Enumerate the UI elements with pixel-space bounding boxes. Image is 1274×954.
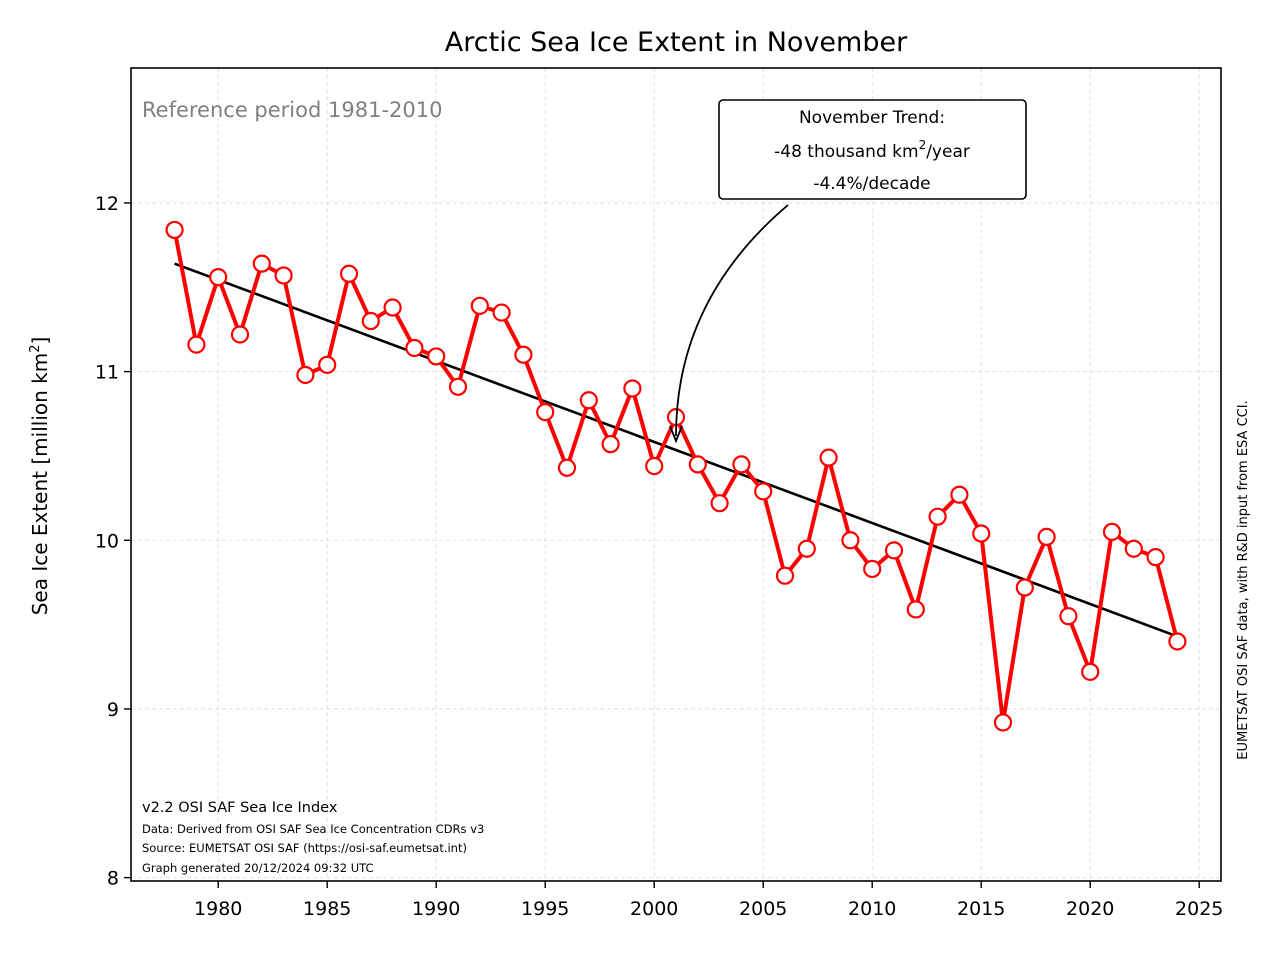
data-point bbox=[448, 377, 468, 396]
y-axis-label-end: ] bbox=[28, 337, 52, 345]
footnote: v2.2 OSI SAF Sea Ice Index Data: Derived… bbox=[142, 800, 484, 875]
data-point bbox=[536, 402, 555, 422]
data-point bbox=[754, 482, 773, 501]
y-tick-label: 9 bbox=[107, 699, 119, 721]
x-axis: 1980 1985 1990 1995 2000 2005 2010 2015 2020 2025 bbox=[194, 881, 1223, 920]
data-point bbox=[1015, 578, 1034, 597]
trend-annotation-line2-sup: 2 bbox=[919, 138, 927, 152]
reference-period-label: Reference period 1981-2010 bbox=[142, 98, 442, 122]
data-point bbox=[361, 311, 380, 331]
data-point bbox=[339, 264, 359, 283]
data-point bbox=[950, 485, 969, 504]
data-point bbox=[230, 325, 250, 344]
data-point bbox=[710, 494, 729, 513]
y-axis: 8 9 10 11 12 bbox=[95, 193, 131, 890]
trend-line-group bbox=[174, 262, 1178, 638]
data-point bbox=[1037, 527, 1056, 547]
data-point bbox=[645, 456, 664, 476]
data-point bbox=[884, 541, 904, 560]
x-tick-label: 1985 bbox=[303, 898, 351, 920]
x-tick-label: 2010 bbox=[848, 898, 896, 920]
data-point bbox=[252, 254, 271, 273]
data-point bbox=[1124, 539, 1143, 558]
chart-title: Arctic Sea Ice Extent in November bbox=[445, 27, 908, 58]
data-point bbox=[732, 455, 751, 474]
data-point bbox=[906, 600, 925, 619]
x-tick-label: 1995 bbox=[521, 898, 569, 920]
data-point bbox=[1146, 548, 1165, 567]
data-point bbox=[623, 379, 642, 398]
trend-annotation-line2-pre: -48 thousand km bbox=[774, 142, 918, 162]
y-axis-label-superscript: 2 bbox=[28, 345, 43, 353]
data-point bbox=[318, 355, 337, 374]
trend-annotation-arrowhead bbox=[669, 425, 683, 444]
trend-annotation-line2-post: /year bbox=[926, 142, 970, 162]
x-tick-label: 2025 bbox=[1175, 898, 1223, 920]
data-point bbox=[928, 507, 947, 526]
y-tick-label: 10 bbox=[95, 530, 119, 552]
data-point bbox=[1081, 662, 1100, 681]
data-point bbox=[841, 531, 860, 550]
data-point bbox=[427, 347, 446, 366]
data-point bbox=[1168, 632, 1187, 651]
data-point bbox=[819, 448, 838, 467]
data-point bbox=[383, 298, 402, 317]
x-tick-label: 1990 bbox=[412, 898, 460, 920]
y-tick-label: 8 bbox=[107, 868, 119, 890]
data-point bbox=[579, 391, 598, 410]
data-point bbox=[187, 335, 206, 354]
data-point bbox=[405, 338, 424, 358]
data-point bbox=[863, 559, 882, 579]
trend-annotation-arrow bbox=[675, 204, 789, 437]
footnote-generated: Graph generated 20/12/2024 09:32 UTC bbox=[142, 861, 374, 875]
data-point bbox=[557, 458, 577, 477]
data-point bbox=[209, 268, 228, 287]
data-point bbox=[470, 296, 489, 315]
footnote-data: Data: Derived from OSI SAF Sea Ice Conce… bbox=[142, 822, 484, 836]
x-tick-label: 2005 bbox=[739, 898, 787, 920]
trend-annotation-line1: November Trend: bbox=[799, 108, 945, 128]
footnote-source: Source: EUMETSAT OSI SAF (https://osi-sa… bbox=[142, 841, 467, 855]
data-point bbox=[274, 266, 293, 285]
y-axis-label: Sea Ice Extent [million km2] bbox=[28, 337, 52, 616]
data-point bbox=[296, 365, 315, 385]
data-point bbox=[972, 524, 991, 543]
x-tick-label: 2000 bbox=[630, 898, 678, 920]
data-point bbox=[1059, 607, 1078, 626]
y-axis-label-base: Sea Ice Extent [million km bbox=[28, 353, 52, 616]
data-point bbox=[492, 303, 511, 322]
side-attribution: EUMETSAT OSI SAF data, with R&D input fr… bbox=[1236, 400, 1251, 759]
trend-annotation-line3: -4.4%/decade bbox=[813, 174, 930, 194]
footnote-title: v2.2 OSI SAF Sea Ice Index bbox=[142, 800, 338, 816]
data-point bbox=[165, 220, 184, 240]
y-tick-label: 12 bbox=[95, 193, 119, 215]
y-tick-label: 11 bbox=[95, 362, 119, 384]
trend-line bbox=[174, 262, 1178, 638]
data-point bbox=[688, 455, 707, 474]
data-point bbox=[1102, 522, 1122, 541]
x-tick-label: 1980 bbox=[194, 898, 242, 920]
plot-frame bbox=[130, 67, 1222, 882]
data-point bbox=[775, 566, 795, 585]
x-tick-label: 2020 bbox=[1066, 898, 1114, 920]
trend-annotation-line2: -48 thousand km2/year bbox=[774, 138, 970, 162]
data-point bbox=[514, 345, 533, 364]
data-point bbox=[601, 435, 620, 454]
data-point bbox=[993, 713, 1013, 732]
trend-annotation-box bbox=[718, 99, 1027, 200]
x-tick-label: 2015 bbox=[957, 898, 1005, 920]
trend-annotation: November Trend: -48 thousand km2/year -4… bbox=[669, 99, 1027, 444]
data-point bbox=[797, 539, 816, 558]
